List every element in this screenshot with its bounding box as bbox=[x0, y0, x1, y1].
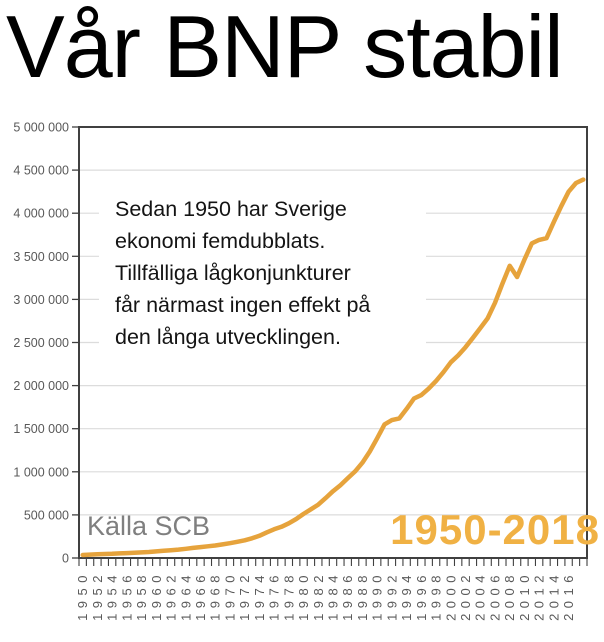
svg-text:1976: 1976 bbox=[267, 570, 282, 621]
chart-svg: 0 500 000 1 000 000 1 500 000 2 000 000 2 500… bbox=[13, 121, 588, 621]
svg-text:2014: 2014 bbox=[546, 570, 561, 621]
annotation-line: den långa utvecklingen. bbox=[115, 325, 341, 349]
svg-text:1960: 1960 bbox=[149, 570, 164, 621]
svg-text:1962: 1962 bbox=[164, 570, 179, 621]
svg-text:3 500 000: 3 500 000 bbox=[13, 250, 69, 264]
svg-text:1992: 1992 bbox=[384, 570, 399, 621]
svg-text:1994: 1994 bbox=[399, 570, 414, 621]
svg-text:1974: 1974 bbox=[252, 570, 267, 621]
svg-text:1996: 1996 bbox=[414, 570, 429, 621]
svg-text:1982: 1982 bbox=[311, 570, 326, 621]
svg-text:1952: 1952 bbox=[90, 570, 105, 621]
svg-text:2016: 2016 bbox=[561, 570, 576, 621]
annotation-line: får närmast ingen effekt på bbox=[115, 293, 371, 317]
svg-text:1958: 1958 bbox=[134, 570, 149, 621]
annotation-line: Sedan 1950 har Sverige bbox=[115, 197, 347, 221]
svg-text:1 000 000: 1 000 000 bbox=[13, 465, 69, 479]
svg-text:2002: 2002 bbox=[458, 570, 473, 621]
bnp-chart: 0 500 000 1 000 000 1 500 000 2 000 000 2 500… bbox=[0, 112, 604, 642]
svg-text:2006: 2006 bbox=[488, 570, 503, 621]
period-label: 1950-2018 bbox=[390, 506, 600, 553]
svg-text:4 500 000: 4 500 000 bbox=[13, 164, 69, 178]
svg-text:3 000 000: 3 000 000 bbox=[13, 293, 69, 307]
svg-text:2012: 2012 bbox=[532, 570, 547, 621]
svg-text:1998: 1998 bbox=[429, 570, 444, 621]
svg-text:2010: 2010 bbox=[517, 570, 532, 621]
svg-text:4 000 000: 4 000 000 bbox=[13, 207, 69, 221]
svg-text:1986: 1986 bbox=[340, 570, 355, 621]
page-title: Vår BNP stabil bbox=[6, 0, 564, 96]
svg-text:1954: 1954 bbox=[105, 570, 120, 621]
svg-text:0: 0 bbox=[62, 552, 69, 566]
svg-text:1972: 1972 bbox=[237, 570, 252, 621]
svg-text:1984: 1984 bbox=[326, 570, 341, 621]
svg-text:1 500 000: 1 500 000 bbox=[13, 422, 69, 436]
svg-text:1978: 1978 bbox=[281, 570, 296, 621]
chart-annotation: Sedan 1950 har Sverige ekonomi femdubbla… bbox=[99, 187, 426, 359]
svg-text:1988: 1988 bbox=[355, 570, 370, 621]
svg-text:1970: 1970 bbox=[222, 570, 237, 621]
svg-text:2000: 2000 bbox=[443, 570, 458, 621]
annotation-line: ekonomi femdubblats. bbox=[115, 229, 326, 253]
svg-text:1990: 1990 bbox=[370, 570, 385, 621]
svg-text:1964: 1964 bbox=[178, 570, 193, 621]
svg-text:1966: 1966 bbox=[193, 570, 208, 621]
annotation-line: Tillfälliga lågkonjunkturer bbox=[115, 261, 351, 285]
svg-text:5 000 000: 5 000 000 bbox=[13, 121, 69, 135]
svg-text:2004: 2004 bbox=[473, 570, 488, 621]
svg-text:1950: 1950 bbox=[75, 570, 90, 621]
svg-text:1968: 1968 bbox=[208, 570, 223, 621]
svg-text:2008: 2008 bbox=[502, 570, 517, 621]
source-label: Källa SCB bbox=[87, 511, 211, 541]
svg-text:2 000 000: 2 000 000 bbox=[13, 379, 69, 393]
svg-text:1980: 1980 bbox=[296, 570, 311, 621]
svg-text:1956: 1956 bbox=[119, 570, 134, 621]
svg-text:500 000: 500 000 bbox=[24, 508, 69, 522]
svg-text:2 500 000: 2 500 000 bbox=[13, 336, 69, 350]
